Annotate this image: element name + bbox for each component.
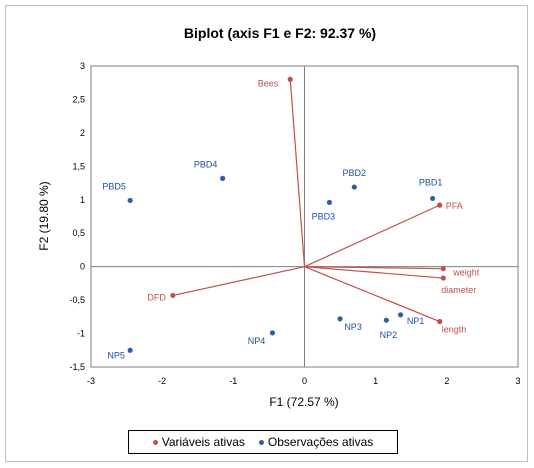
y-axis-label: F2 (19.80 %) (37, 181, 51, 250)
y-tick-label: -0,5 (69, 295, 85, 305)
observation-label-np2: NP2 (380, 330, 398, 340)
y-tick-label: 1 (80, 195, 85, 205)
variable-label-bees: Bees (258, 78, 279, 88)
legend-item-observations: Observações ativas (258, 435, 374, 449)
variable-point-length (437, 318, 443, 325)
legend-label-variables: Variáveis ativas (161, 435, 245, 449)
variable-label-weight: weight (452, 268, 480, 278)
observation-point-pbd5 (127, 197, 133, 204)
vector-pfa (304, 204, 440, 268)
observation-point-pbd3 (326, 199, 333, 206)
x-tick-label: -3 (87, 376, 95, 386)
observation-point-np3 (337, 316, 343, 322)
chart-title: Biplot (axis F1 e F2: 92.37 %) (184, 25, 376, 41)
variable-label-length: length (442, 325, 467, 335)
observation-point-pbd4 (220, 175, 226, 181)
y-tick-label: 0,5 (72, 228, 85, 238)
observation-point-pbd2 (351, 184, 357, 190)
y-tick-label: -1 (77, 329, 85, 339)
variable-point-dfd (170, 292, 176, 299)
x-axis-label: F1 (72.57 %) (269, 395, 338, 409)
observation-label-pbd4: PBD4 (194, 159, 218, 169)
vector-weight (304, 266, 444, 270)
variable-point-pfa (437, 202, 443, 208)
vector-length (304, 266, 440, 323)
chart-frame (5, 5, 528, 462)
x-tick-label: 2 (444, 376, 449, 386)
legend-label-observations: Observações ativas (267, 435, 374, 449)
x-tick-label: 3 (515, 376, 520, 386)
observation-point-np2 (383, 317, 389, 323)
observation-point-np4 (269, 330, 276, 336)
x-tick-label: 0 (302, 376, 307, 386)
observation-point-pbd1 (430, 195, 436, 202)
y-tick-label: 1,5 (72, 161, 85, 171)
x-tick-label: -2 (158, 376, 166, 386)
observation-label-pbd1: PBD1 (419, 177, 443, 187)
observation-label-np5: NP5 (107, 350, 125, 360)
variable-label-diameter: diameter (441, 285, 476, 295)
legend-item-variables: Variáveis ativas (152, 435, 245, 449)
legend: Variáveis ativas Observações ativas (128, 430, 398, 454)
observation-point-np5 (127, 347, 133, 353)
observation-label-np1: NP1 (407, 316, 425, 326)
variable-label-dfd: DFD (147, 292, 166, 302)
x-tick-label: 1 (373, 376, 378, 386)
observation-point-np1 (397, 312, 404, 318)
observation-label-pbd3: PBD3 (312, 211, 336, 221)
variable-point-weight (440, 266, 446, 272)
vector-bees (289, 79, 306, 267)
y-tick-label: 2,5 (72, 94, 85, 104)
observation-label-pbd2: PBD2 (343, 168, 367, 178)
legend-marker-observations (258, 439, 264, 445)
variable-point-bees (287, 76, 293, 82)
observation-label-np3: NP3 (344, 322, 362, 332)
vector-dfd (172, 266, 305, 297)
observation-label-np4: NP4 (248, 336, 266, 346)
variable-point-diameter (440, 275, 446, 281)
y-tick-label: 2 (80, 128, 85, 138)
y-tick-label: 3 (80, 61, 85, 71)
x-tick-label: -1 (229, 376, 237, 386)
variable-label-pfa: PFA (446, 201, 463, 211)
y-tick-label: 0 (80, 262, 85, 272)
vector-diameter (304, 266, 444, 279)
observation-label-pbd5: PBD5 (102, 181, 126, 191)
legend-marker-variables (152, 439, 158, 445)
y-tick-label: -1,5 (69, 362, 85, 372)
